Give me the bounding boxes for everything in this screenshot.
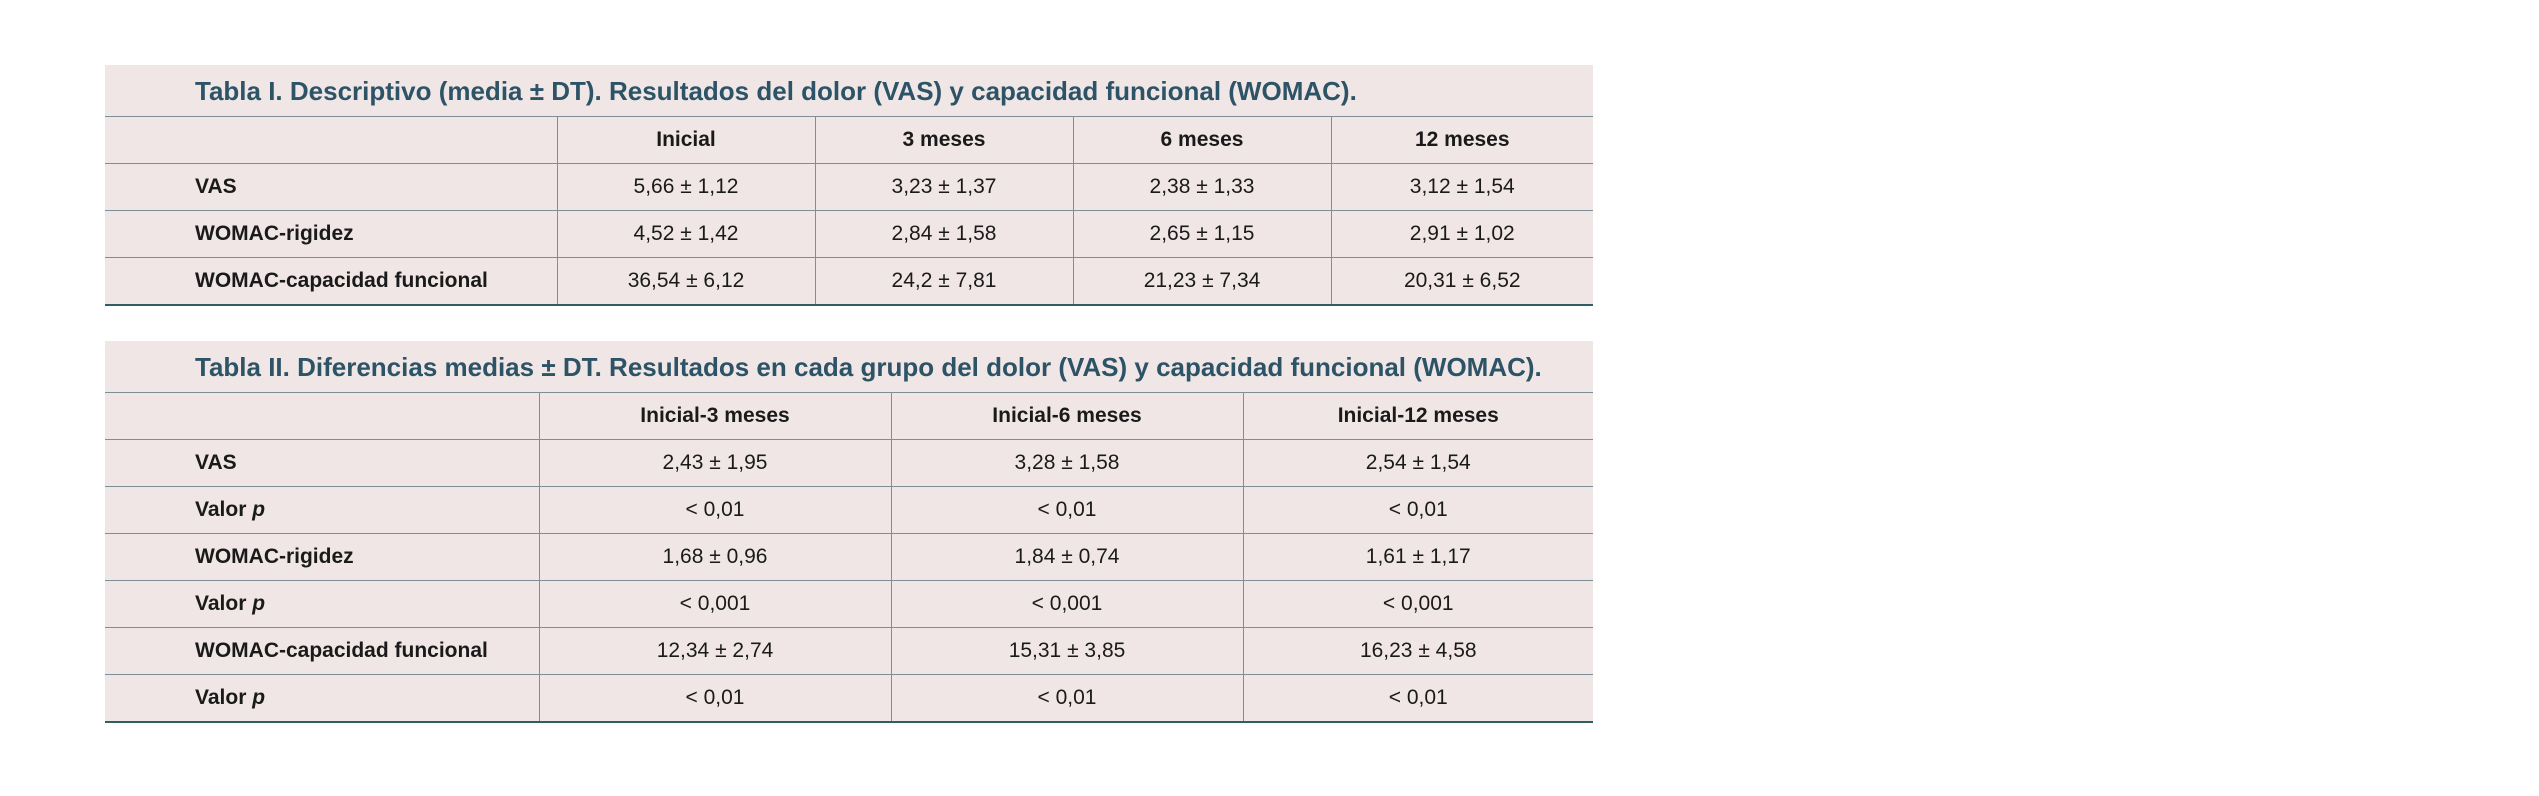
p-symbol: p: [252, 592, 266, 615]
table-row: WOMAC-capacidad funcional 36,54 ± 6,12 2…: [105, 257, 1593, 306]
table-row: WOMAC-rigidez 4,52 ± 1,42 2,84 ± 1,58 2,…: [105, 210, 1593, 258]
table-header-row: Inicial 3 meses 6 meses 12 meses: [105, 117, 1593, 164]
table-row: Valor p < 0,01 < 0,01 < 0,01: [105, 674, 1593, 723]
table-row: Valor p < 0,01 < 0,01 < 0,01: [105, 486, 1593, 534]
table-row: WOMAC-capacidad funcional 12,34 ± 2,74 1…: [105, 627, 1593, 675]
table-cell: 15,31 ± 3,85: [890, 627, 1243, 675]
valor-label: Valor: [195, 592, 253, 615]
table-cell: 4,52 ± 1,42: [556, 210, 815, 258]
header-cell: 3 meses: [814, 117, 1073, 164]
header-cell: Inicial-6 meses: [890, 393, 1243, 440]
row-label: VAS: [105, 439, 539, 487]
table-cell: < 0,01: [538, 674, 891, 723]
row-label: Valor p: [105, 486, 539, 534]
row-label: WOMAC-rigidez: [105, 533, 539, 581]
table-cell: < 0,01: [1242, 674, 1593, 723]
row-label: Valor p: [105, 580, 539, 628]
table-cell: 24,2 ± 7,81: [814, 257, 1073, 306]
table-cell: 5,66 ± 1,12: [556, 163, 815, 211]
header-cell: 6 meses: [1072, 117, 1331, 164]
table-cell: 3,28 ± 1,58: [890, 439, 1243, 487]
p-symbol: p: [252, 686, 266, 709]
table-cell: < 0,001: [890, 580, 1243, 628]
valor-label: Valor: [195, 498, 253, 521]
table-header-row: Inicial-3 meses Inicial-6 meses Inicial-…: [105, 393, 1593, 440]
table-cell: 20,31 ± 6,52: [1330, 257, 1593, 306]
table-row: VAS 5,66 ± 1,12 3,23 ± 1,37 2,38 ± 1,33 …: [105, 163, 1593, 211]
table-cell: < 0,01: [1242, 486, 1593, 534]
row-label: Valor p: [105, 674, 539, 723]
table-caption: Tabla I. Descriptivo (media ± DT). Resul…: [105, 65, 1593, 117]
table-cell: 2,84 ± 1,58: [814, 210, 1073, 258]
header-cell: Inicial-3 meses: [538, 393, 891, 440]
header-cell: 12 meses: [1330, 117, 1593, 164]
table-cell: 2,91 ± 1,02: [1330, 210, 1593, 258]
table-cell: < 0,001: [538, 580, 891, 628]
table-cell: 1,84 ± 0,74: [890, 533, 1243, 581]
header-cell: [105, 393, 539, 440]
table-cell: 3,23 ± 1,37: [814, 163, 1073, 211]
row-label: WOMAC-capacidad funcional: [105, 627, 539, 675]
table-cell: < 0,01: [890, 486, 1243, 534]
table-cell: 2,38 ± 1,33: [1072, 163, 1331, 211]
header-cell: Inicial-12 meses: [1242, 393, 1593, 440]
table-cell: 1,68 ± 0,96: [538, 533, 891, 581]
row-label: WOMAC-capacidad funcional: [105, 257, 557, 306]
table-cell: 21,23 ± 7,34: [1072, 257, 1331, 306]
table-cell: 2,43 ± 1,95: [538, 439, 891, 487]
table-cell: 2,54 ± 1,54: [1242, 439, 1593, 487]
table-cell: < 0,01: [538, 486, 891, 534]
table-row: WOMAC-rigidez 1,68 ± 0,96 1,84 ± 0,74 1,…: [105, 533, 1593, 581]
header-cell: [105, 117, 557, 164]
p-symbol: p: [252, 498, 266, 521]
table-diferencias: Tabla II. Diferencias medias ± DT. Resul…: [105, 341, 1593, 723]
table-caption: Tabla II. Diferencias medias ± DT. Resul…: [105, 341, 1593, 393]
table-cell: < 0,01: [890, 674, 1243, 723]
header-cell: Inicial: [556, 117, 815, 164]
table-cell: 36,54 ± 6,12: [556, 257, 815, 306]
table-row: VAS 2,43 ± 1,95 3,28 ± 1,58 2,54 ± 1,54: [105, 439, 1593, 487]
table-cell: 1,61 ± 1,17: [1242, 533, 1593, 581]
table-cell: < 0,001: [1242, 580, 1593, 628]
table-cell: 12,34 ± 2,74: [538, 627, 891, 675]
table-cell: 16,23 ± 4,58: [1242, 627, 1593, 675]
table-row: Valor p < 0,001 < 0,001 < 0,001: [105, 580, 1593, 628]
row-label: WOMAC-rigidez: [105, 210, 557, 258]
table-descriptivo: Tabla I. Descriptivo (media ± DT). Resul…: [105, 65, 1593, 306]
row-label: VAS: [105, 163, 557, 211]
table-cell: 3,12 ± 1,54: [1330, 163, 1593, 211]
valor-label: Valor: [195, 686, 253, 709]
table-cell: 2,65 ± 1,15: [1072, 210, 1331, 258]
